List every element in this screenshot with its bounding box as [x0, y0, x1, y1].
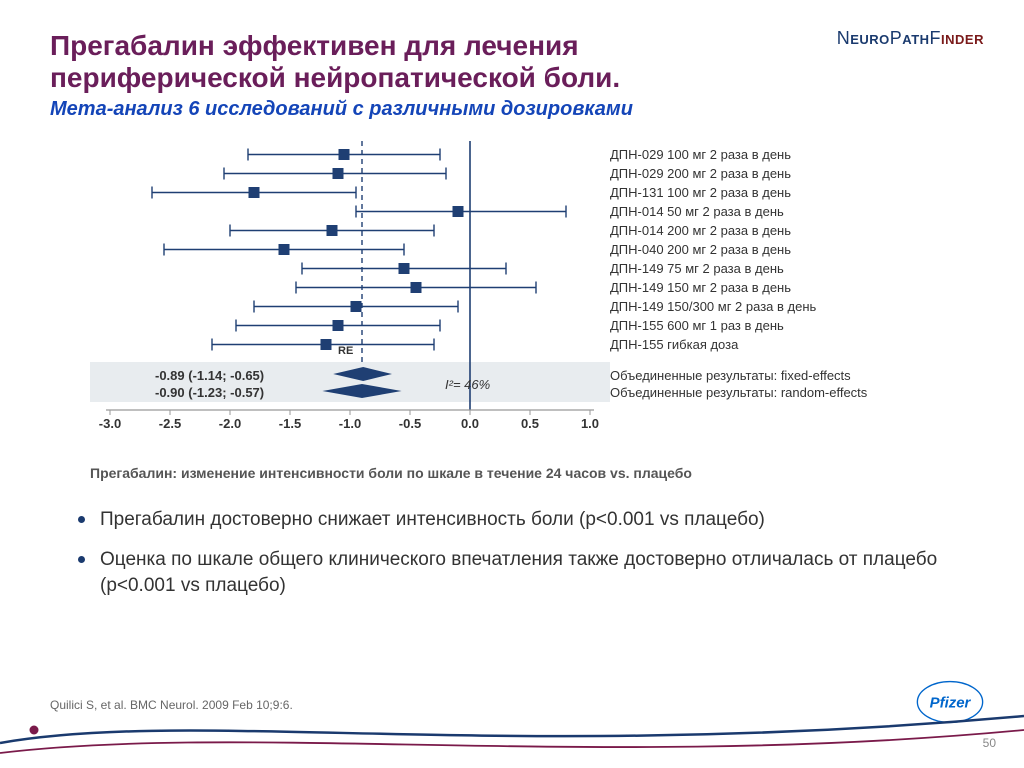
slide-subtitle: Мета-анализ 6 исследований с различными …: [50, 98, 974, 121]
pooled-value: -0.90 (-1.23; -0.57): [155, 384, 264, 401]
study-label: ДПН-131 100 мг 2 раза в день: [610, 183, 816, 202]
study-label: ДПН-155 600 мг 1 раз в день: [610, 316, 816, 335]
study-label: ДПН-014 200 мг 2 раза в день: [610, 221, 816, 240]
re-label: RE: [338, 345, 353, 357]
study-label: ДПН-029 200 мг 2 раза в день: [610, 164, 816, 183]
study-label: ДПН-040 200 мг 2 раза в день: [610, 240, 816, 259]
study-label: ДПН-014 50 мг 2 раза в день: [610, 202, 816, 221]
svg-text:1.0: 1.0: [581, 416, 599, 431]
study-label: ДПН-029 100 мг 2 раза в день: [610, 145, 816, 164]
svg-text:-1.0: -1.0: [339, 416, 361, 431]
study-label: ДПН-155 гибкая доза: [610, 335, 816, 354]
slide-number: 50: [983, 736, 996, 750]
pooled-label: Объединенные результаты: random-effects: [610, 384, 867, 401]
slide: NeuroPathFinder Прегабалин эффективен дл…: [0, 0, 1024, 768]
study-labels: ДПН-029 100 мг 2 раза в деньДПН-029 200 …: [610, 145, 816, 354]
pooled-value: -0.89 (-1.14; -0.65): [155, 367, 264, 384]
xaxis-caption: Прегабалин: изменение интенсивности боли…: [90, 465, 974, 481]
pooled-values: -0.89 (-1.14; -0.65)-0.90 (-1.23; -0.57): [155, 367, 264, 401]
study-label: ДПН-149 75 мг 2 раза в день: [610, 259, 816, 278]
svg-text:Pfizer: Pfizer: [930, 694, 972, 711]
forest-plot: -3.0 -2.5 -2.0 -1.5 -1.0 -0.5 0.0 0.5 1.0 ДПН-02…: [90, 139, 910, 459]
svg-text:-2.5: -2.5: [159, 416, 181, 431]
svg-text:-1.5: -1.5: [279, 416, 301, 431]
neuropathfinder-logo: NeuroPathFinder: [837, 28, 984, 49]
pooled-labels: Объединенные результаты: fixed-effectsОб…: [610, 367, 867, 401]
bullet-item: Оценка по шкале общего клинического впеч…: [78, 547, 974, 598]
citation: Quilici S, et al. BMC Neurol. 2009 Feb 1…: [50, 698, 293, 712]
svg-text:0.0: 0.0: [461, 416, 479, 431]
svg-text:0.5: 0.5: [521, 416, 539, 431]
bullet-item: Прегабалин достоверно снижает интенсивно…: [78, 507, 974, 533]
bullet-list: Прегабалин достоверно снижает интенсивно…: [78, 507, 974, 598]
svg-text:-3.0: -3.0: [99, 416, 121, 431]
svg-text:-2.0: -2.0: [219, 416, 241, 431]
i-squared: I²= 46%: [445, 377, 490, 392]
study-label: ДПН-149 150/300 мг 2 раза в день: [610, 297, 816, 316]
study-label: ДПН-149 150 мг 2 раза в день: [610, 278, 816, 297]
pfizer-logo: Pfizer: [916, 680, 984, 724]
slide-title: Прегабалин эффективен для лечения перифе…: [50, 30, 714, 94]
pooled-label: Объединенные результаты: fixed-effects: [610, 367, 867, 384]
svg-text:-0.5: -0.5: [399, 416, 421, 431]
